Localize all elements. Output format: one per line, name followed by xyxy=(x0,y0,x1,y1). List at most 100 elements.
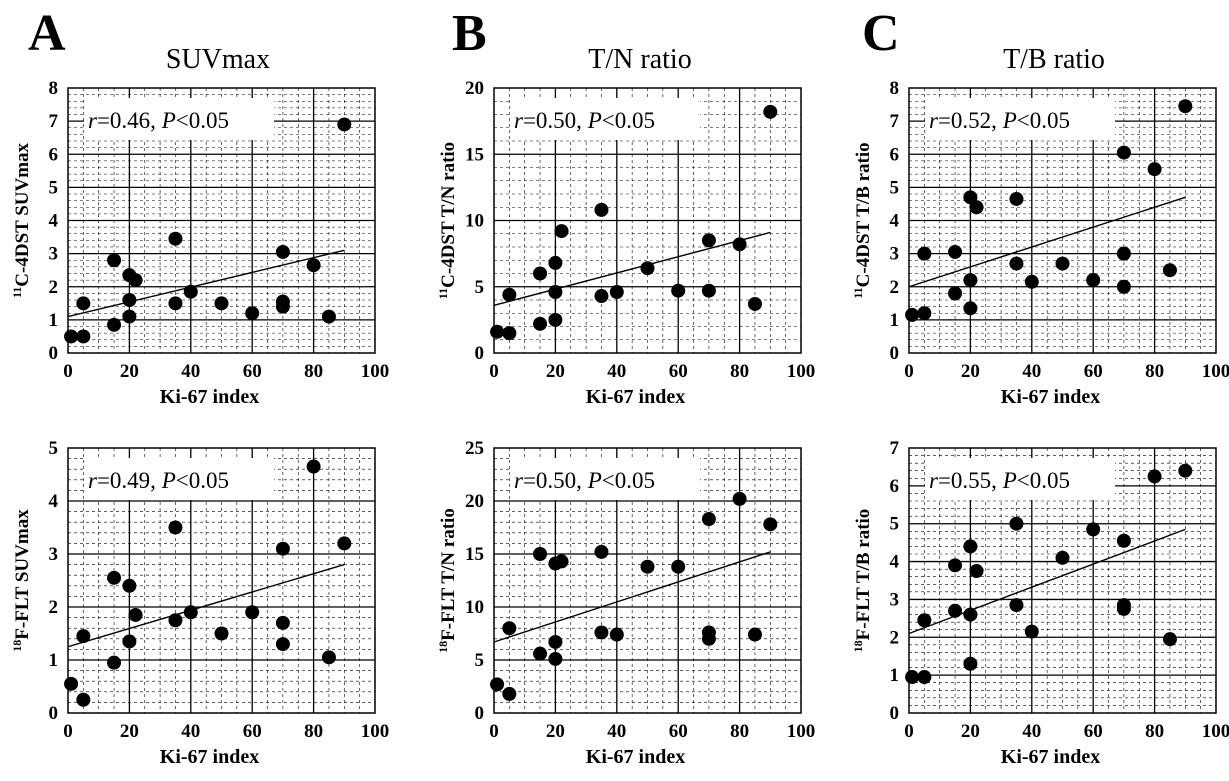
x-axis-label: Ki-67 index xyxy=(160,746,259,768)
data-point xyxy=(502,621,517,636)
column-title-tn-ratio: T/N ratio xyxy=(588,44,691,75)
p-symbol: P xyxy=(161,468,176,493)
x-tick-label: 100 xyxy=(361,721,390,742)
data-point xyxy=(594,289,609,304)
data-point xyxy=(1024,274,1039,289)
data-point xyxy=(917,670,932,685)
data-point xyxy=(533,646,548,661)
stat-label-background xyxy=(510,98,700,140)
y-axis-label: 11C-4DST SUVmax xyxy=(10,142,33,298)
data-point xyxy=(554,554,569,569)
x-tick-label: 20 xyxy=(120,361,139,382)
y-tick-label: 15 xyxy=(465,544,484,565)
data-point xyxy=(1009,191,1024,206)
data-point xyxy=(1162,632,1177,647)
x-axis-label: Ki-67 index xyxy=(586,386,685,408)
data-point xyxy=(1024,624,1039,639)
y-tick-label: 5 xyxy=(890,177,900,198)
data-point xyxy=(640,261,655,276)
y-axis-label-text: C-4DST T/B ratio xyxy=(853,142,874,287)
data-point xyxy=(275,294,290,309)
x-tick-label: 0 xyxy=(63,361,73,382)
data-point xyxy=(594,544,609,559)
data-point xyxy=(969,564,984,579)
plot-frame xyxy=(493,87,802,354)
stat-label-background xyxy=(510,458,700,500)
panel-letter-a: A xyxy=(28,5,66,62)
correlation-label: r=0.49, P<0.05 xyxy=(88,468,229,493)
column-title-tb-ratio: T/B ratio xyxy=(1003,44,1105,75)
y-tick-label: 2 xyxy=(49,597,59,618)
data-point xyxy=(533,266,548,281)
y-axis-label-text: C-4DST SUVmax xyxy=(12,142,33,286)
panel-letter-b: B xyxy=(452,5,487,62)
y-tick-label: 1 xyxy=(49,650,59,671)
data-point xyxy=(122,293,137,307)
data-points xyxy=(490,491,778,701)
y-tick-label: 3 xyxy=(890,589,900,610)
data-point xyxy=(548,312,563,327)
data-point xyxy=(1086,273,1101,288)
x-tick-label: 20 xyxy=(546,361,565,382)
y-tick-label: 0 xyxy=(890,343,900,364)
data-points xyxy=(905,463,1193,685)
data-point xyxy=(948,244,963,259)
data-points xyxy=(64,459,352,707)
y-tick-label: 8 xyxy=(890,78,900,99)
correlation-label: r=0.46, P<0.05 xyxy=(88,108,229,133)
x-tick-label: 20 xyxy=(120,721,139,742)
chart-flt-tn-ratio: r=0.50, P<0.05 0 20 40 60 80 100 0 5 10 15 20 25 Ki-6… xyxy=(436,438,815,768)
x-tick-label: 40 xyxy=(607,721,626,742)
data-point xyxy=(1086,522,1101,537)
data-point xyxy=(107,570,122,585)
r-symbol: r xyxy=(88,468,98,493)
x-tick-label: 60 xyxy=(243,721,262,742)
trend-line xyxy=(493,551,771,643)
x-tick-label: 20 xyxy=(546,721,565,742)
y-axis-label: 11C-4DST T/N ratio xyxy=(436,142,459,299)
y-tick-label: 2 xyxy=(890,627,900,648)
data-point xyxy=(1009,598,1024,613)
scatter-plots: r=0.46, P<0.050 20 40 60 80 100012345678Ki-67… xyxy=(10,78,1229,768)
data-point xyxy=(671,283,686,298)
y-tick-label: 7 xyxy=(890,111,900,132)
chart-c4dst-tb-ratio: r=0.52, P<0.05 0 20 40 60 80 100 0 1 2 3 4 5 6 7 8 Ki-67… xyxy=(851,78,1229,408)
data-point xyxy=(594,625,609,640)
y-tick-label: 8 xyxy=(49,78,59,99)
data-point xyxy=(1147,469,1162,484)
y-tick-label: 15 xyxy=(465,144,484,165)
data-point xyxy=(640,559,655,574)
data-point xyxy=(548,651,563,666)
chart-c4dst-suvmax: r=0.46, P<0.05 0 20 40 60 80 100 0 1 2 3 4 5 6 7 8 Ki-67… xyxy=(10,78,389,408)
isotope-superscript: 18 xyxy=(436,641,450,653)
data-point xyxy=(701,625,716,640)
panel-letter-c: C xyxy=(862,5,900,62)
y-tick-label: 10 xyxy=(465,211,484,232)
y-tick-label: 1 xyxy=(49,310,59,331)
data-point xyxy=(76,629,91,644)
data-point xyxy=(490,677,505,692)
data-point xyxy=(306,258,321,273)
stat-label-background xyxy=(925,98,1115,140)
x-tick-label: 0 xyxy=(63,721,73,742)
p-symbol: P xyxy=(587,468,602,493)
x-tick-label: 80 xyxy=(304,361,323,382)
r-symbol: r xyxy=(929,108,939,133)
data-point xyxy=(948,558,963,573)
x-axis-label: Ki-67 index xyxy=(586,746,685,768)
x-tick-label: 20 xyxy=(961,721,980,742)
r-symbol: r xyxy=(514,108,524,133)
r-value: =0.49, xyxy=(97,468,162,493)
y-tick-label: 2 xyxy=(49,277,59,298)
data-point xyxy=(168,520,183,535)
data-point xyxy=(701,233,716,248)
data-point xyxy=(245,605,260,620)
data-point xyxy=(64,329,79,344)
correlation-label: r=0.52, P<0.05 xyxy=(929,108,1070,133)
data-point xyxy=(275,637,290,652)
data-point xyxy=(76,296,91,311)
plot-frame xyxy=(493,447,802,714)
y-tick-label: 0 xyxy=(49,703,59,724)
y-tick-label: 5 xyxy=(49,438,59,459)
